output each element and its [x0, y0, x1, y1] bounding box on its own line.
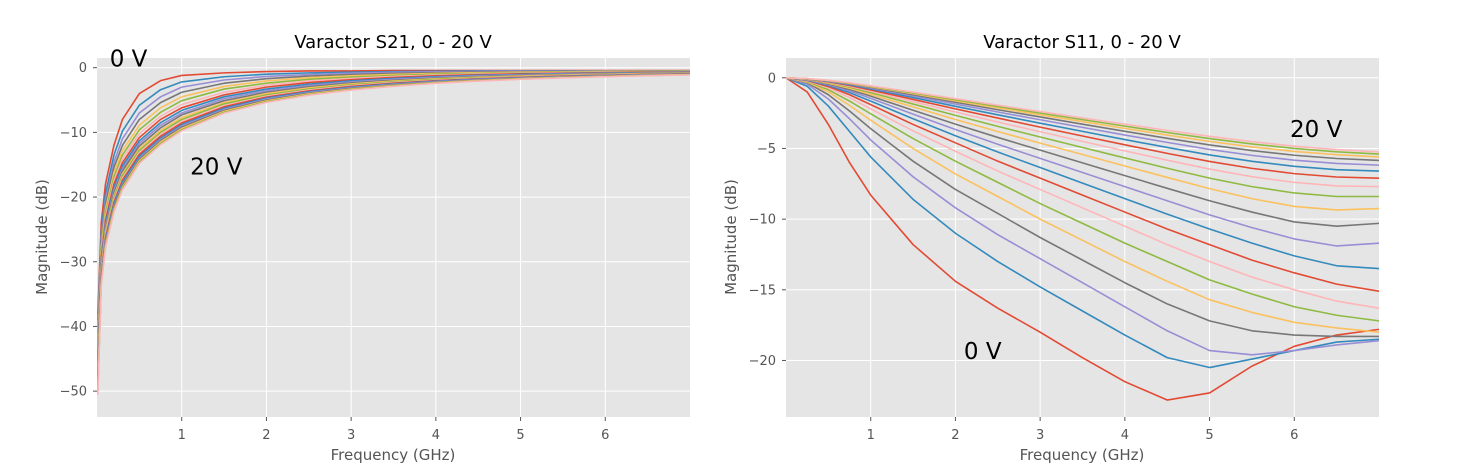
s11-series-line-2 — [786, 76, 1379, 356]
s21-y-tick-label: −50 — [60, 385, 87, 400]
s11-series-line-0 — [786, 76, 1379, 401]
s11-y-ticks: 0 −5 −10 −15 −20 — [749, 71, 786, 369]
s11-series-group — [786, 76, 1379, 401]
s11-x-tick-label: 6 — [1290, 428, 1298, 443]
s21-x-tick-label: 5 — [516, 428, 524, 443]
s21-y-ticks: 0 −10 −20 −30 −40 −50 — [60, 61, 97, 400]
s21-series-group — [97, 69, 690, 396]
s11-x-tick-label: 4 — [1121, 428, 1129, 443]
s21-x-ticks: 1 2 3 4 5 6 — [178, 417, 609, 443]
s11-series-line-4 — [786, 76, 1379, 333]
s21-y-tick-label: −30 — [60, 255, 87, 270]
s21-y-tick-label: −20 — [60, 191, 87, 206]
s21-x-tick-label: 2 — [262, 428, 270, 443]
s21-annotation-0: 0 V — [110, 46, 148, 72]
s11-series-line-3 — [786, 76, 1379, 338]
s11-series-line-5 — [786, 76, 1379, 322]
s21-chart: 1 2 3 4 5 6 0 −10 −20 −30 −40 −50 Varactor S21, 0 … — [33, 32, 690, 464]
s11-x-tick-label: 2 — [951, 428, 959, 443]
s21-y-tick-label: −40 — [60, 320, 87, 335]
s11-y-tick-label: −15 — [749, 283, 776, 298]
s11-chart-title: Varactor S11, 0 - 20 V — [983, 32, 1181, 53]
s11-y-tick-label: 0 — [768, 71, 776, 86]
s11-series-line-9 — [786, 76, 1379, 247]
s21-y-tick-label: 0 — [79, 61, 87, 76]
s11-series-line-1 — [786, 76, 1379, 369]
s21-series-line-20 — [97, 74, 690, 396]
s21-chart-title: Varactor S21, 0 - 20 V — [294, 32, 492, 53]
s21-x-tick-label: 6 — [601, 428, 609, 443]
s11-x-tick-label: 3 — [1036, 428, 1044, 443]
s11-x-ticks: 1 2 3 4 5 6 — [867, 417, 1298, 443]
s21-annotation-1: 20 V — [190, 154, 243, 180]
s11-annotation-1: 20 V — [1290, 117, 1343, 143]
s11-series-line-6 — [786, 76, 1379, 309]
s11-series-line-20 — [786, 76, 1379, 153]
s11-x-tick-label: 5 — [1205, 428, 1213, 443]
s21-x-axis-label: Frequency (GHz) — [331, 446, 456, 464]
s21-annotations: 0 V 20 V — [110, 46, 243, 180]
s11-series-line-11 — [786, 76, 1379, 211]
s11-chart: 1 2 3 4 5 6 0 −5 −10 −15 −20 Varactor S11, 0 - 20… — [722, 32, 1379, 464]
s21-y-axis-label: Magnitude (dB) — [33, 179, 51, 295]
s11-x-axis-label: Frequency (GHz) — [1020, 446, 1145, 464]
s11-series-line-7 — [786, 76, 1379, 293]
s11-y-tick-label: −5 — [757, 142, 776, 157]
s11-y-tick-label: −20 — [749, 354, 776, 369]
s21-y-tick-label: −10 — [60, 126, 87, 141]
s11-y-axis-label: Magnitude (dB) — [722, 179, 740, 295]
s21-x-tick-label: 1 — [178, 428, 186, 443]
s21-grid — [97, 58, 690, 417]
s21-x-tick-label: 4 — [432, 428, 440, 443]
s21-x-tick-label: 3 — [347, 428, 355, 443]
s11-series-line-10 — [786, 76, 1379, 227]
s11-y-tick-label: −10 — [749, 213, 776, 228]
s11-annotations: 0 V 20 V — [964, 117, 1343, 365]
s11-series-line-8 — [786, 76, 1379, 270]
s11-annotation-0: 0 V — [964, 339, 1002, 365]
s11-x-tick-label: 1 — [867, 428, 875, 443]
